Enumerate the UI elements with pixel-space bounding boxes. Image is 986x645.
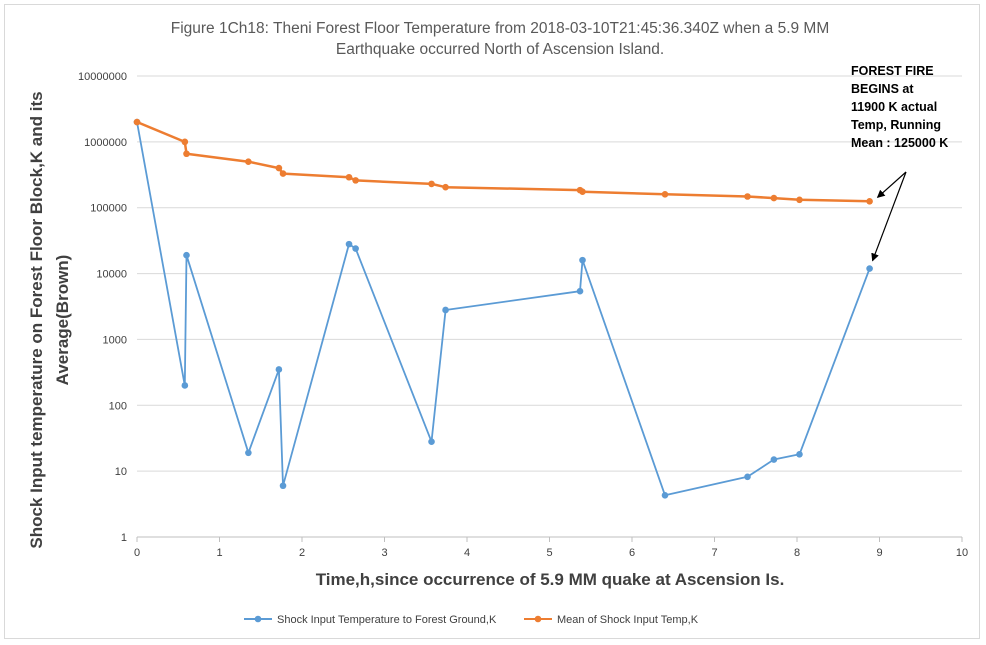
annotation-arrow bbox=[876, 171, 907, 198]
data-point bbox=[352, 177, 359, 184]
y-axis-label: Shock Input temperature on Forest Floor … bbox=[27, 91, 46, 548]
data-point bbox=[866, 265, 873, 272]
data-point bbox=[661, 190, 669, 198]
chart-subtitle: Earthquake occurred North of Ascension I… bbox=[335, 41, 665, 58]
y-tick-label: 10000000 bbox=[78, 71, 127, 83]
data-point bbox=[796, 196, 803, 204]
y-tick-label: 1000000 bbox=[84, 137, 127, 149]
data-point bbox=[245, 158, 252, 165]
x-tick-label: 4 bbox=[464, 547, 470, 559]
chart-frame bbox=[4, 4, 980, 639]
data-point bbox=[133, 118, 141, 126]
data-point bbox=[661, 491, 669, 499]
data-point bbox=[442, 183, 449, 191]
annotation-line: 11900 K actual bbox=[851, 100, 937, 114]
data-point bbox=[796, 451, 803, 458]
annotation-line: Mean : 125000 K bbox=[851, 136, 948, 150]
data-point bbox=[345, 240, 353, 248]
data-point bbox=[744, 193, 751, 200]
x-tick-label: 9 bbox=[876, 547, 882, 559]
y-tick-label: 10000 bbox=[96, 269, 127, 281]
data-point bbox=[275, 164, 283, 172]
data-point bbox=[744, 473, 751, 481]
y-tick-label: 100 bbox=[109, 400, 127, 412]
data-point bbox=[345, 173, 353, 181]
x-tick-label: 7 bbox=[711, 547, 717, 559]
annotation-line: FOREST FIRE bbox=[851, 64, 934, 78]
data-point bbox=[866, 198, 873, 205]
annotation-arrow bbox=[871, 171, 907, 262]
legend-marker bbox=[534, 615, 542, 623]
legend-marker bbox=[254, 615, 262, 623]
data-point bbox=[428, 180, 435, 188]
y-tick-label: 10 bbox=[115, 466, 127, 478]
data-point bbox=[245, 449, 252, 457]
data-point bbox=[181, 382, 189, 389]
data-point bbox=[352, 245, 359, 252]
data-point bbox=[183, 150, 190, 158]
y-tick-label: 100000 bbox=[90, 203, 127, 215]
chart-title: Figure 1Ch18: Theni Forest Floor Tempera… bbox=[170, 20, 830, 37]
data-point bbox=[442, 306, 449, 314]
data-point bbox=[576, 287, 584, 295]
x-tick-label: 1 bbox=[216, 547, 222, 559]
data-point bbox=[181, 138, 189, 146]
data-point bbox=[579, 188, 586, 196]
x-tick-label: 2 bbox=[299, 547, 305, 559]
annotation-line: BEGINS at bbox=[851, 82, 914, 96]
series-line bbox=[136, 121, 871, 497]
x-tick-label: 0 bbox=[134, 547, 140, 559]
data-point bbox=[275, 366, 283, 373]
data-point bbox=[770, 194, 778, 202]
data-point bbox=[183, 251, 190, 259]
x-tick-label: 6 bbox=[629, 547, 635, 559]
data-point bbox=[579, 256, 586, 264]
legend-label: Mean of Shock Input Temp,K bbox=[557, 614, 699, 626]
data-point bbox=[279, 170, 287, 177]
y-tick-label: 1 bbox=[121, 532, 127, 544]
annotation-line: Temp, Running bbox=[851, 118, 941, 132]
data-point bbox=[428, 438, 435, 445]
data-point bbox=[770, 456, 778, 463]
data-point bbox=[279, 482, 287, 490]
y-tick-label: 1000 bbox=[103, 334, 127, 346]
x-tick-label: 8 bbox=[794, 547, 800, 559]
x-axis-label: Time,h,since occurrence of 5.9 MM quake … bbox=[316, 570, 785, 589]
x-tick-label: 10 bbox=[956, 547, 968, 559]
x-tick-label: 3 bbox=[381, 547, 387, 559]
legend-label: Shock Input Temperature to Forest Ground… bbox=[277, 614, 497, 626]
x-tick-label: 5 bbox=[546, 547, 552, 559]
y-axis-label-line2: Average(Brown) bbox=[53, 255, 72, 386]
